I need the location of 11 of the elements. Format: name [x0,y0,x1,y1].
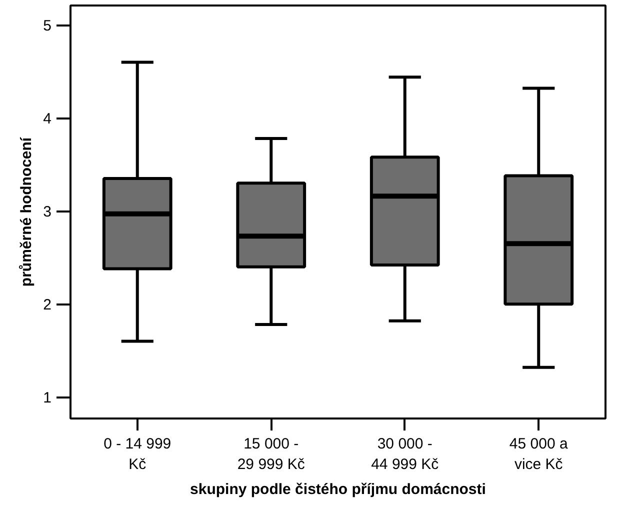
y-tick-label: 3 [43,204,52,221]
y-tick-label: 4 [43,110,52,128]
y-tick-label: 2 [43,296,52,314]
y-tick-label: 5 [43,18,52,35]
y-axis-title: průměrné hodnocení [18,136,36,287]
x-tick-label: 30 000 - 44 999 Kč [371,436,440,473]
x-tick-label: 15 000 - 29 999 Kč [237,436,306,473]
y-tick-label: 1 [43,390,52,407]
x-axis-title: skupiny podle čistého příjmu domácnosti [190,480,486,498]
x-tick-label: 0 - 14 999 Kč [104,436,172,473]
x-tick-label: 45 000 a vice Kč [509,436,568,473]
